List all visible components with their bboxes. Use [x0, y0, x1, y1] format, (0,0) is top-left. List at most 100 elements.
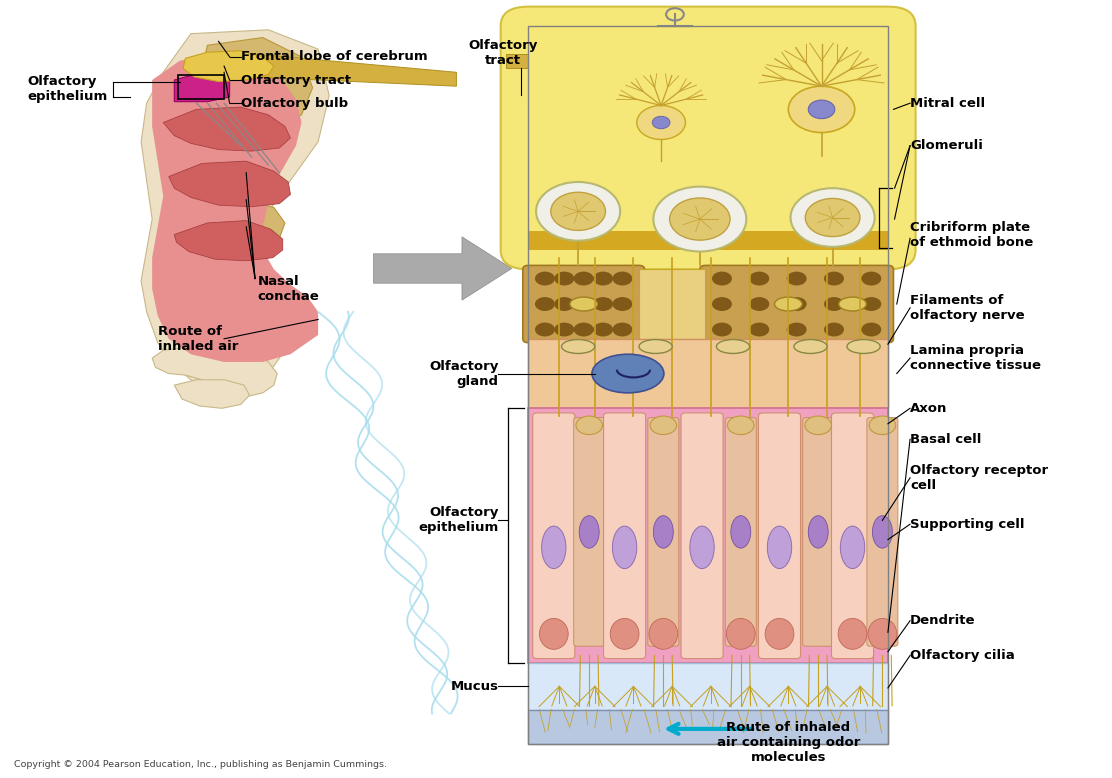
- Text: Supporting cell: Supporting cell: [910, 517, 1024, 531]
- FancyBboxPatch shape: [725, 418, 756, 647]
- Ellipse shape: [731, 516, 751, 548]
- FancyBboxPatch shape: [523, 265, 645, 342]
- Circle shape: [669, 198, 731, 240]
- Ellipse shape: [649, 619, 677, 650]
- Circle shape: [593, 297, 613, 311]
- Ellipse shape: [808, 516, 828, 548]
- Circle shape: [862, 272, 882, 286]
- FancyBboxPatch shape: [803, 418, 834, 647]
- Circle shape: [870, 416, 895, 435]
- Polygon shape: [175, 380, 249, 408]
- Ellipse shape: [689, 526, 714, 569]
- Text: Olfactory receptor
cell: Olfactory receptor cell: [910, 464, 1049, 492]
- Circle shape: [555, 297, 574, 311]
- Ellipse shape: [569, 297, 597, 311]
- Text: Mucus: Mucus: [450, 680, 498, 693]
- Text: Basal cell: Basal cell: [910, 433, 982, 446]
- Ellipse shape: [868, 619, 896, 650]
- Circle shape: [712, 272, 732, 286]
- Ellipse shape: [639, 339, 672, 353]
- Circle shape: [786, 272, 806, 286]
- Circle shape: [574, 297, 594, 311]
- Circle shape: [576, 416, 603, 435]
- Ellipse shape: [873, 516, 892, 548]
- Circle shape: [824, 297, 844, 311]
- Circle shape: [786, 323, 806, 336]
- Circle shape: [786, 297, 806, 311]
- Circle shape: [824, 323, 844, 336]
- Polygon shape: [141, 30, 329, 389]
- FancyBboxPatch shape: [699, 265, 893, 342]
- Text: Lamina propria
connective tissue: Lamina propria connective tissue: [910, 344, 1041, 372]
- Ellipse shape: [726, 619, 755, 650]
- Circle shape: [574, 272, 594, 286]
- Circle shape: [862, 323, 882, 336]
- Ellipse shape: [841, 526, 865, 569]
- Circle shape: [653, 117, 669, 128]
- Text: Olfactory bulb: Olfactory bulb: [240, 96, 348, 110]
- Ellipse shape: [654, 516, 673, 548]
- FancyBboxPatch shape: [867, 418, 897, 647]
- Circle shape: [593, 272, 613, 286]
- Polygon shape: [251, 54, 456, 86]
- Circle shape: [535, 297, 555, 311]
- Circle shape: [574, 323, 594, 336]
- Circle shape: [555, 323, 574, 336]
- Text: Axon: Axon: [910, 401, 947, 415]
- FancyBboxPatch shape: [574, 418, 605, 647]
- Circle shape: [712, 323, 732, 336]
- Text: Route of inhaled
air containing odor
molecules: Route of inhaled air containing odor mol…: [716, 721, 860, 764]
- Ellipse shape: [610, 619, 639, 650]
- Ellipse shape: [775, 297, 802, 311]
- Text: Olfactory
epithelium: Olfactory epithelium: [418, 506, 498, 534]
- Text: Copyright © 2004 Pearson Education, Inc., publishing as Benjamin Cummings.: Copyright © 2004 Pearson Education, Inc.…: [13, 760, 387, 769]
- Circle shape: [824, 272, 844, 286]
- Polygon shape: [169, 161, 290, 207]
- Ellipse shape: [562, 339, 595, 353]
- FancyBboxPatch shape: [533, 413, 575, 659]
- Text: Nasal
conchae: Nasal conchae: [257, 275, 319, 303]
- Polygon shape: [163, 107, 290, 151]
- FancyBboxPatch shape: [648, 418, 678, 647]
- Text: Filaments of
olfactory nerve: Filaments of olfactory nerve: [910, 294, 1024, 322]
- Bar: [528, 710, 888, 745]
- Circle shape: [637, 106, 685, 139]
- Circle shape: [613, 272, 633, 286]
- Text: Frontal lobe of cerebrum: Frontal lobe of cerebrum: [240, 51, 427, 63]
- Ellipse shape: [794, 339, 827, 353]
- Ellipse shape: [539, 619, 568, 650]
- Text: Dendrite: Dendrite: [910, 615, 975, 627]
- Polygon shape: [152, 53, 318, 362]
- Polygon shape: [506, 54, 528, 68]
- Ellipse shape: [613, 526, 637, 569]
- Circle shape: [862, 297, 882, 311]
- Ellipse shape: [838, 297, 866, 311]
- Circle shape: [749, 272, 770, 286]
- Circle shape: [805, 198, 860, 237]
- Circle shape: [808, 100, 835, 118]
- Circle shape: [654, 187, 746, 251]
- Circle shape: [749, 297, 770, 311]
- Circle shape: [550, 192, 605, 230]
- Text: Route of
inhaled air: Route of inhaled air: [158, 324, 238, 352]
- Circle shape: [749, 323, 770, 336]
- Bar: [528, 338, 888, 408]
- Ellipse shape: [838, 619, 867, 650]
- Ellipse shape: [767, 526, 792, 569]
- Bar: [528, 408, 888, 663]
- Polygon shape: [214, 200, 285, 246]
- Circle shape: [651, 416, 676, 435]
- Polygon shape: [183, 51, 274, 82]
- Ellipse shape: [542, 526, 566, 569]
- Bar: [639, 269, 705, 338]
- Ellipse shape: [847, 339, 881, 353]
- Text: Olfactory tract: Olfactory tract: [240, 74, 350, 86]
- Text: Olfactory
gland: Olfactory gland: [429, 359, 498, 387]
- FancyBboxPatch shape: [681, 413, 723, 659]
- Bar: [528, 663, 888, 710]
- Text: Glomeruli: Glomeruli: [910, 139, 983, 152]
- Polygon shape: [175, 71, 229, 102]
- Text: Mitral cell: Mitral cell: [910, 96, 985, 110]
- Circle shape: [535, 272, 555, 286]
- FancyBboxPatch shape: [500, 7, 915, 269]
